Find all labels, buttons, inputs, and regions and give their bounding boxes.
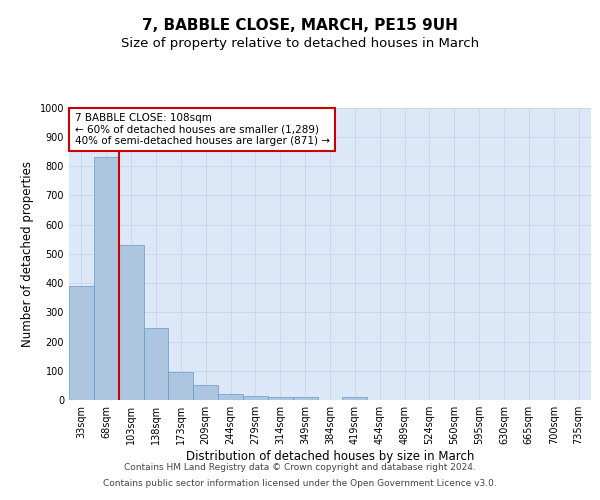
Bar xyxy=(94,157,119,400)
Bar xyxy=(343,397,367,400)
Bar xyxy=(143,328,169,400)
Y-axis label: Number of detached properties: Number of detached properties xyxy=(21,161,34,347)
Text: Contains public sector information licensed under the Open Government Licence v3: Contains public sector information licen… xyxy=(103,478,497,488)
Bar xyxy=(169,372,193,400)
Text: 7 BABBLE CLOSE: 108sqm
← 60% of detached houses are smaller (1,289)
40% of semi-: 7 BABBLE CLOSE: 108sqm ← 60% of detached… xyxy=(74,113,329,146)
Bar xyxy=(243,396,268,400)
Text: Size of property relative to detached houses in March: Size of property relative to detached ho… xyxy=(121,38,479,51)
Bar xyxy=(193,385,218,400)
Bar xyxy=(119,245,143,400)
X-axis label: Distribution of detached houses by size in March: Distribution of detached houses by size … xyxy=(186,450,474,463)
Bar xyxy=(268,397,293,400)
Bar xyxy=(293,397,317,400)
Text: 7, BABBLE CLOSE, MARCH, PE15 9UH: 7, BABBLE CLOSE, MARCH, PE15 9UH xyxy=(142,18,458,32)
Text: Contains HM Land Registry data © Crown copyright and database right 2024.: Contains HM Land Registry data © Crown c… xyxy=(124,464,476,472)
Bar xyxy=(218,394,243,400)
Bar xyxy=(69,286,94,400)
